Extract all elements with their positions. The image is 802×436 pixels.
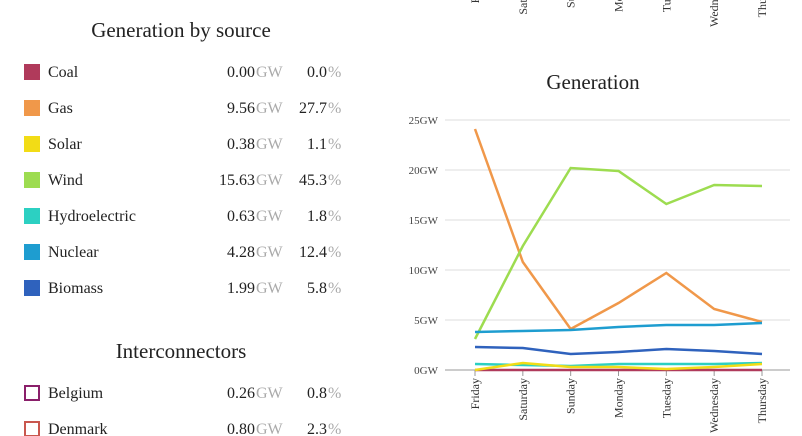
row-unit: GW — [256, 208, 284, 225]
y-tick-label: 5GW — [414, 315, 438, 327]
row-unit: GW — [256, 244, 284, 261]
row-percent-unit: % — [328, 385, 341, 402]
swatch — [24, 280, 40, 296]
swatch — [24, 64, 40, 80]
x-tick-label: Friday — [468, 378, 482, 409]
row-value: 15.63 — [219, 172, 255, 189]
swatch — [24, 100, 40, 116]
row-name: Belgium — [48, 385, 104, 402]
row-name: Solar — [48, 136, 82, 153]
row-value: 0.00 — [227, 64, 255, 81]
row-name: Coal — [48, 64, 79, 81]
row-percent-unit: % — [328, 100, 341, 117]
series-line — [473, 166, 763, 340]
swatch — [24, 172, 40, 188]
table-title: Generation by source — [91, 18, 271, 42]
row-name: Biomass — [48, 280, 103, 297]
x-tick-label: Saturday — [516, 378, 530, 421]
top-axis-label: Monday — [612, 0, 626, 12]
y-tick-label: 10GW — [409, 265, 439, 277]
series-line — [474, 361, 763, 372]
top-axis-label: Tuesday — [659, 0, 673, 12]
row-unit: GW — [256, 100, 284, 117]
y-tick-label: 25GW — [409, 115, 439, 127]
row-percent-unit: % — [328, 208, 341, 225]
row-percent-unit: % — [328, 136, 341, 153]
swatch — [24, 136, 40, 152]
x-tick-label: Tuesday — [659, 378, 673, 418]
swatch — [24, 244, 40, 260]
row-percent-unit: % — [328, 172, 341, 189]
top-axis-label: Friday — [468, 0, 482, 3]
row-unit: GW — [256, 385, 284, 402]
row-value: 0.63 — [227, 208, 255, 225]
top-axis-label: Thursday — [755, 0, 769, 17]
row-percent: 0.8 — [307, 385, 327, 402]
row-value: 4.28 — [227, 244, 255, 261]
series-line — [474, 361, 763, 368]
y-tick-label: 20GW — [409, 165, 439, 177]
y-tick-label: 15GW — [409, 215, 439, 227]
swatch — [24, 421, 40, 436]
top-axis-label: Sunday — [564, 0, 578, 8]
row-unit: GW — [256, 421, 284, 436]
row-name: Hydroelectric — [48, 208, 136, 225]
chart-title: Generation — [546, 70, 640, 94]
y-tick-label: 0GW — [414, 365, 438, 377]
top-axis-label: Saturday — [516, 0, 530, 15]
row-unit: GW — [256, 136, 284, 153]
row-value: 1.99 — [227, 280, 255, 297]
top-axis-label: Wednesday — [707, 0, 721, 27]
row-percent-unit: % — [328, 421, 341, 436]
series-line — [474, 321, 763, 334]
row-value: 0.80 — [227, 421, 255, 436]
row-unit: GW — [256, 172, 284, 189]
row-percent-unit: % — [328, 244, 341, 261]
row-value: 0.38 — [227, 136, 255, 153]
row-percent-unit: % — [328, 280, 341, 297]
x-tick-label: Thursday — [755, 378, 769, 423]
row-percent: 1.8 — [307, 208, 327, 225]
row-name: Gas — [48, 100, 73, 117]
swatch — [24, 385, 40, 401]
row-percent: 2.3 — [307, 421, 327, 436]
row-unit: GW — [256, 280, 284, 297]
x-tick-label: Sunday — [564, 378, 578, 414]
row-name: Wind — [48, 172, 83, 189]
x-tick-label: Monday — [612, 378, 626, 418]
row-name: Denmark — [48, 421, 108, 436]
series-line — [473, 128, 763, 331]
row-percent: 45.3 — [299, 172, 327, 189]
x-tick-label: Wednesday — [707, 378, 721, 433]
row-percent: 12.4 — [299, 244, 327, 261]
row-percent: 27.7 — [299, 100, 327, 117]
row-percent: 1.1 — [307, 136, 327, 153]
row-unit: GW — [256, 64, 284, 81]
row-name: Nuclear — [48, 244, 99, 261]
row-percent: 5.8 — [307, 280, 327, 297]
row-percent: 0.0 — [307, 64, 327, 81]
series-line — [474, 345, 763, 356]
table-title: Interconnectors — [116, 339, 247, 363]
swatch — [24, 208, 40, 224]
row-value: 9.56 — [227, 100, 255, 117]
row-value: 0.26 — [227, 385, 255, 402]
row-percent-unit: % — [328, 64, 341, 81]
